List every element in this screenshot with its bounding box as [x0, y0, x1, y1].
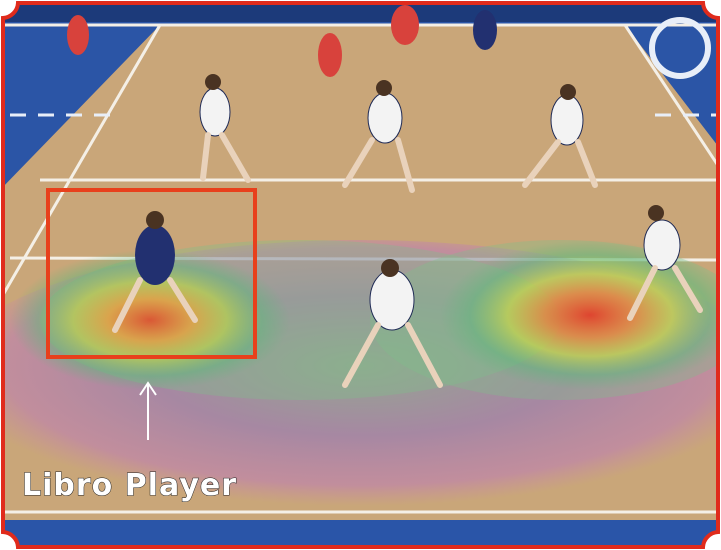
scene: Libro Player — [0, 0, 721, 550]
annotation-label: Libro Player — [22, 468, 237, 503]
photo: Libro Player — [0, 0, 721, 550]
